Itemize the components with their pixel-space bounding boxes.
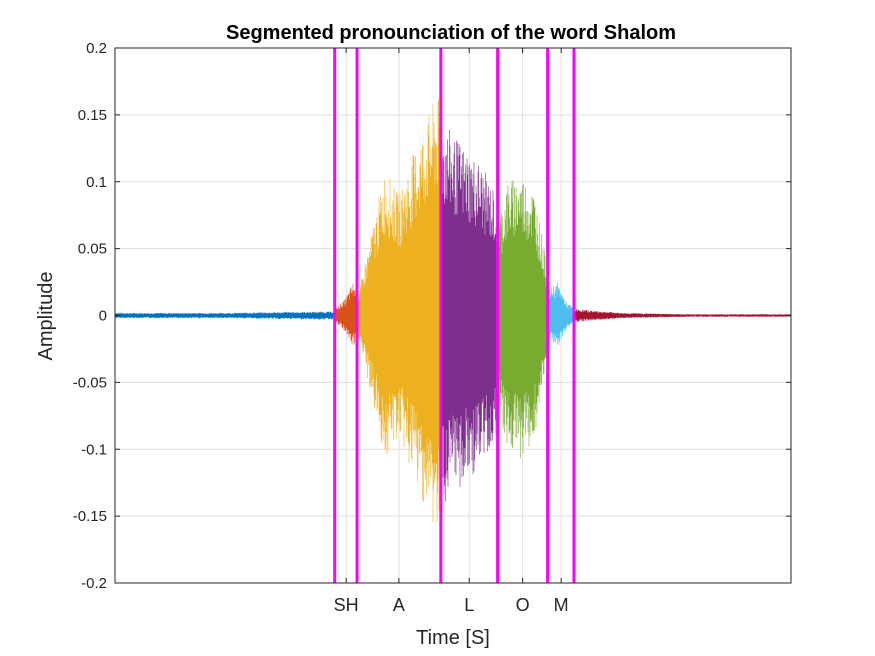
y-tick-label: 0.1: [86, 174, 107, 191]
x-axis-label: Time [S]: [416, 627, 490, 649]
y-tick-label: 0.05: [78, 241, 107, 258]
x-tick-label: SH: [334, 595, 359, 615]
x-tick-label: L: [464, 595, 474, 615]
segment-boundaries: [333, 48, 576, 583]
x-ticks: SH A L O M: [334, 48, 569, 615]
x-tick-label: O: [516, 595, 530, 615]
y-tick-label: 0: [99, 308, 107, 325]
y-tick-label: 0.15: [78, 107, 107, 124]
y-tick-label: -0.2: [81, 575, 107, 592]
y-tick-label: -0.15: [73, 508, 107, 525]
y-axis-label: Amplitude: [35, 272, 57, 361]
waveform-segment-7: [573, 309, 792, 322]
waveform-segment-5: [496, 180, 549, 458]
waveform: [114, 99, 792, 523]
y-tick-label: -0.05: [73, 374, 107, 391]
y-tick-label: 0.2: [86, 40, 107, 57]
waveform-segment-1: [114, 311, 336, 320]
y-tick-label: -0.1: [81, 441, 107, 458]
x-tick-label: A: [393, 595, 405, 615]
chart-title: Segmented pronounciation of the word Sha…: [226, 22, 676, 44]
x-tick-label: M: [554, 595, 569, 615]
y-ticks: 0.2 0.15 0.1 0.05 0 -0.05 -0.1 -0.15 -0.2: [73, 40, 791, 592]
